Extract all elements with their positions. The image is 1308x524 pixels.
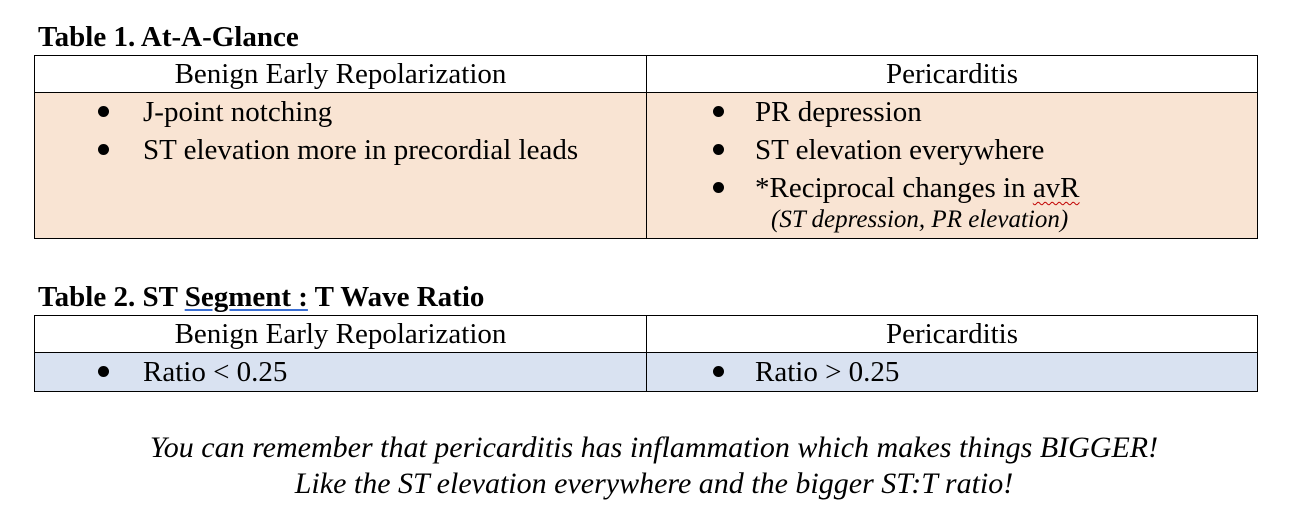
- bullet-icon: [98, 144, 109, 155]
- table2-st-t-ratio: Benign Early Repolarization Pericarditis…: [34, 315, 1258, 392]
- list-item: J-point notching: [35, 93, 646, 131]
- table2-pericarditis-list: Ratio > 0.25: [647, 353, 1257, 391]
- list-item: PR depression: [647, 93, 1257, 131]
- table1-header-row: Benign Early Repolarization Pericarditis: [34, 55, 1258, 93]
- table2-header-benign: Benign Early Repolarization: [34, 315, 647, 353]
- list-item-text: ST elevation everywhere: [755, 134, 1045, 166]
- table1-benign-cell: J-point notching ST elevation more in pr…: [34, 92, 647, 239]
- list-item-text: ST elevation more in precordial leads: [143, 134, 579, 166]
- table1-at-a-glance: Benign Early Repolarization Pericarditis…: [34, 55, 1258, 239]
- table1-header-pericarditis: Pericarditis: [646, 55, 1258, 93]
- table2-pericarditis-cell: Ratio > 0.25: [646, 352, 1258, 392]
- table2-caption-prefix: Table 2. ST: [38, 281, 185, 313]
- table1-body-row: J-point notching ST elevation more in pr…: [34, 92, 1258, 239]
- table1-benign-list: J-point notching ST elevation more in pr…: [35, 93, 646, 169]
- table2-benign-list: Ratio < 0.25: [35, 353, 646, 391]
- table1-caption: Table 1. At-A-Glance: [38, 21, 299, 53]
- list-item: ST elevation more in precordial leads: [35, 131, 646, 169]
- table2-benign-cell: Ratio < 0.25: [34, 352, 647, 392]
- table2-header-row: Benign Early Repolarization Pericarditis: [34, 315, 1258, 353]
- list-item-text: *Reciprocal changes in avR: [647, 169, 1257, 207]
- bullet-icon: [713, 366, 724, 377]
- list-item: *Reciprocal changes in avR: [647, 169, 1257, 207]
- bullet-icon: [713, 182, 724, 193]
- bullet-icon: [713, 144, 724, 155]
- list-item: ST elevation everywhere: [647, 131, 1257, 169]
- list-item-text: J-point notching: [143, 96, 333, 128]
- reciprocal-note: (ST depression, PR elevation): [771, 206, 1069, 233]
- bullet-icon: [713, 106, 724, 117]
- table2-header-pericarditis: Pericarditis: [646, 315, 1258, 353]
- reciprocal-changes-text: *Reciprocal changes in: [755, 172, 1033, 204]
- table1-header-benign: Benign Early Repolarization: [34, 55, 647, 93]
- bullet-icon: [98, 366, 109, 377]
- table1-pericarditis-cell: PR depression ST elevation everywhere *R…: [646, 92, 1258, 239]
- table2-caption-link: Segment :: [184, 281, 308, 313]
- list-item-text: Ratio < 0.25: [143, 356, 288, 388]
- avr-term: avR: [1032, 172, 1080, 204]
- bullet-icon: [98, 106, 109, 117]
- list-item: Ratio < 0.25: [35, 353, 646, 391]
- footer-line-1: You can remember that pericarditis has i…: [149, 431, 1159, 464]
- table2-caption-suffix: T Wave Ratio: [307, 281, 485, 313]
- table1-pericarditis-list: PR depression ST elevation everywhere *R…: [647, 93, 1257, 207]
- table2-caption: Table 2. ST Segment : T Wave Ratio: [38, 280, 484, 314]
- list-item: Ratio > 0.25: [647, 353, 1257, 391]
- list-item-text: PR depression: [755, 96, 922, 128]
- table2-body-row: Ratio < 0.25 Ratio > 0.25: [34, 352, 1258, 392]
- footer-line-2: Like the ST elevation everywhere and the…: [294, 467, 1014, 500]
- list-item-text: Ratio > 0.25: [755, 356, 900, 388]
